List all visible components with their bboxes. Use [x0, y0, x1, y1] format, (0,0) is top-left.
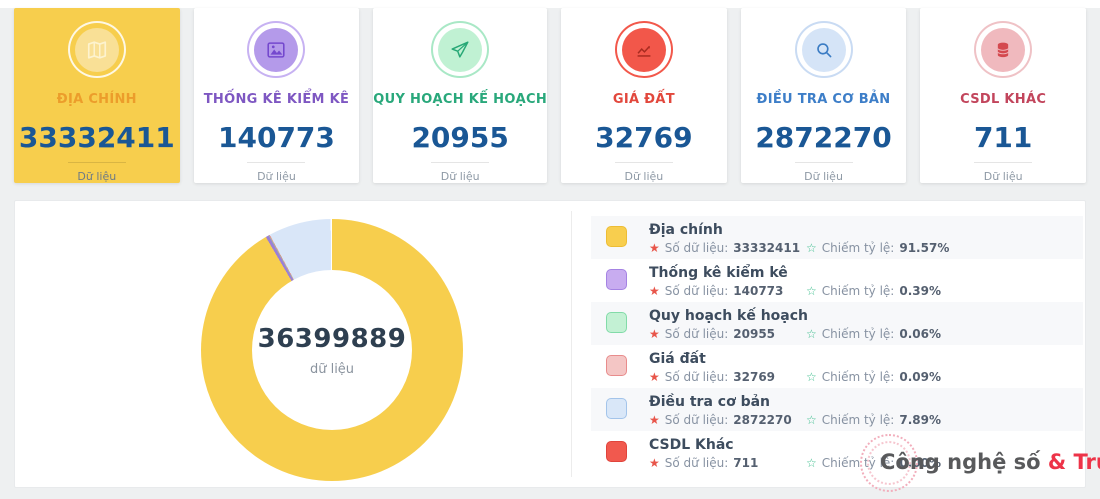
donut-total-label: dữ liệu: [309, 361, 355, 377]
card-title: CSDL KHÁC: [960, 92, 1047, 108]
ratio-label: Chiếm tỷ lệ:: [821, 284, 895, 298]
count-value: 2872270: [733, 413, 792, 427]
legend-swatch: [606, 441, 627, 462]
legend-row-thong-ke-kiem-ke[interactable]: Thống kê kiểm kê ★ Số dữ liệu: 140773 ☆ …: [591, 259, 1083, 302]
donut-center: 36399889 dữ liệu: [252, 270, 412, 430]
card-unit-label: Dữ liệu: [77, 170, 117, 183]
legend-row-csdl-khac[interactable]: CSDL Khác ★ Số dữ liệu: 711 ☆ Chiếm tỷ l…: [591, 431, 1083, 474]
donut-chart[interactable]: 36399889 dữ liệu: [201, 219, 463, 481]
star-icon: ★: [649, 327, 660, 341]
legend-label: Thống kê kiểm kê: [649, 265, 788, 281]
card-divider: [247, 162, 306, 163]
star-icon: ★: [649, 284, 660, 298]
line-chart-icon: [614, 21, 673, 79]
card-title: ĐIỀU TRA CƠ BẢN: [756, 92, 891, 108]
image-icon: [247, 21, 306, 79]
star-icon: ★: [649, 241, 660, 255]
legend-swatch: [606, 398, 627, 419]
card-divider: [794, 162, 853, 163]
card-value: 20955: [411, 121, 509, 155]
star-outline-icon: ☆: [806, 413, 817, 427]
count-label: Số dữ liệu:: [664, 413, 729, 427]
donut-total-value: 36399889: [257, 323, 407, 354]
card-title: ĐỊA CHÍNH: [56, 92, 137, 108]
panel-divider: [571, 211, 572, 477]
ratio-value: 91.57%: [899, 241, 950, 255]
legend-row-dieu-tra-co-ban[interactable]: Điều tra cơ bản ★ Số dữ liệu: 2872270 ☆ …: [591, 388, 1083, 431]
map-icon: [67, 21, 126, 79]
card-divider: [67, 162, 126, 163]
legend-label: CSDL Khác: [649, 437, 734, 453]
count-value: 711: [733, 456, 759, 470]
card-title: QUY HOẠCH KẾ HOẠCH: [373, 92, 548, 108]
ratio-value: 0.06%: [899, 327, 941, 341]
card-dieu-tra-co-ban[interactable]: ĐIỀU TRA CƠ BẢN 2872270 Dữ liệu: [740, 8, 907, 183]
star-outline-icon: ☆: [806, 241, 817, 255]
legend-swatch: [606, 269, 627, 290]
legend-row-quy-hoach-ke-hoach[interactable]: Quy hoạch kế hoạch ★ Số dữ liệu: 20955 ☆…: [591, 302, 1083, 345]
legend-label: Giá đất: [649, 351, 706, 367]
ratio-value: 0.09%: [899, 370, 941, 384]
stat-cards-row: ĐỊA CHÍNH 33332411 Dữ liệu THỐNG KÊ KIỂM…: [14, 8, 1086, 183]
legend-swatch: [606, 226, 627, 247]
star-icon: ★: [649, 413, 660, 427]
count-value: 20955: [733, 327, 776, 341]
card-value: 32769: [595, 121, 693, 155]
star-icon: ★: [649, 456, 660, 470]
legend-label: Điều tra cơ bản: [649, 394, 771, 410]
count-value: 32769: [733, 370, 776, 384]
card-unit-label: Dữ liệu: [440, 170, 480, 183]
card-value: 2872270: [755, 121, 892, 155]
ratio-label: Chiếm tỷ lệ:: [821, 241, 895, 255]
paper-plane-icon: [431, 21, 490, 79]
star-outline-icon: ☆: [806, 456, 817, 470]
card-value: 33332411: [18, 121, 175, 155]
card-thong-ke-kiem-ke[interactable]: THỐNG KÊ KIỂM KÊ 140773 Dữ liệu: [193, 8, 360, 183]
card-unit-label: Dữ liệu: [804, 170, 843, 183]
count-value: 140773: [733, 284, 784, 298]
card-gia-dat[interactable]: GIÁ ĐẤT 32769 Dữ liệu: [561, 8, 727, 183]
count-value: 33332411: [733, 241, 801, 255]
star-outline-icon: ☆: [806, 370, 817, 384]
count-label: Số dữ liệu:: [664, 241, 729, 255]
card-quy-hoach-ke-hoach[interactable]: QUY HOẠCH KẾ HOẠCH 20955 Dữ liệu: [373, 8, 548, 183]
database-icon: [974, 21, 1033, 79]
card-value: 140773: [218, 121, 335, 155]
count-label: Số dữ liệu:: [664, 456, 729, 470]
legend-row-dia-chinh[interactable]: Địa chính ★ Số dữ liệu: 33332411 ☆ Chiếm…: [591, 216, 1083, 259]
ratio-label: Chiếm tỷ lệ:: [821, 327, 895, 341]
card-title: THỐNG KÊ KIỂM KÊ: [203, 92, 350, 108]
count-label: Số dữ liệu:: [664, 370, 729, 384]
star-outline-icon: ☆: [806, 284, 817, 298]
legend-label: Quy hoạch kế hoạch: [649, 308, 809, 324]
card-title: GIÁ ĐẤT: [612, 92, 675, 108]
card-divider: [431, 162, 490, 163]
card-csdl-khac[interactable]: CSDL KHÁC 711 Dữ liệu: [920, 8, 1086, 183]
card-unit-label: Dữ liệu: [624, 170, 664, 183]
ratio-value: 7.89%: [899, 413, 941, 427]
ratio-value: 0.00%: [899, 456, 941, 470]
star-outline-icon: ☆: [806, 327, 817, 341]
ratio-label: Chiếm tỷ lệ:: [821, 413, 895, 427]
ratio-value: 0.39%: [899, 284, 941, 298]
card-unit-label: Dữ liệu: [257, 170, 296, 183]
search-icon: [794, 21, 853, 79]
legend-row-gia-dat[interactable]: Giá đất ★ Số dữ liệu: 32769 ☆ Chiếm tỷ l…: [591, 345, 1083, 388]
card-dia-chinh[interactable]: ĐỊA CHÍNH 33332411 Dữ liệu: [14, 8, 180, 183]
top-strip: [0, 0, 1100, 8]
ratio-label: Chiếm tỷ lệ:: [821, 370, 895, 384]
count-label: Số dữ liệu:: [664, 327, 729, 341]
star-icon: ★: [649, 370, 660, 384]
card-divider: [974, 162, 1033, 163]
legend-label: Địa chính: [649, 222, 723, 238]
count-label: Số dữ liệu:: [664, 284, 729, 298]
chart-panel: 36399889 dữ liệu Địa chính ★ Số dữ liệu:…: [14, 200, 1086, 488]
card-unit-label: Dữ liệu: [983, 170, 1023, 183]
card-divider: [614, 162, 673, 163]
ratio-label: Chiếm tỷ lệ:: [821, 456, 895, 470]
legend-swatch: [606, 355, 627, 376]
legend-swatch: [606, 312, 627, 333]
card-value: 711: [973, 121, 1033, 155]
chart-legend: Địa chính ★ Số dữ liệu: 33332411 ☆ Chiếm…: [591, 216, 1083, 474]
